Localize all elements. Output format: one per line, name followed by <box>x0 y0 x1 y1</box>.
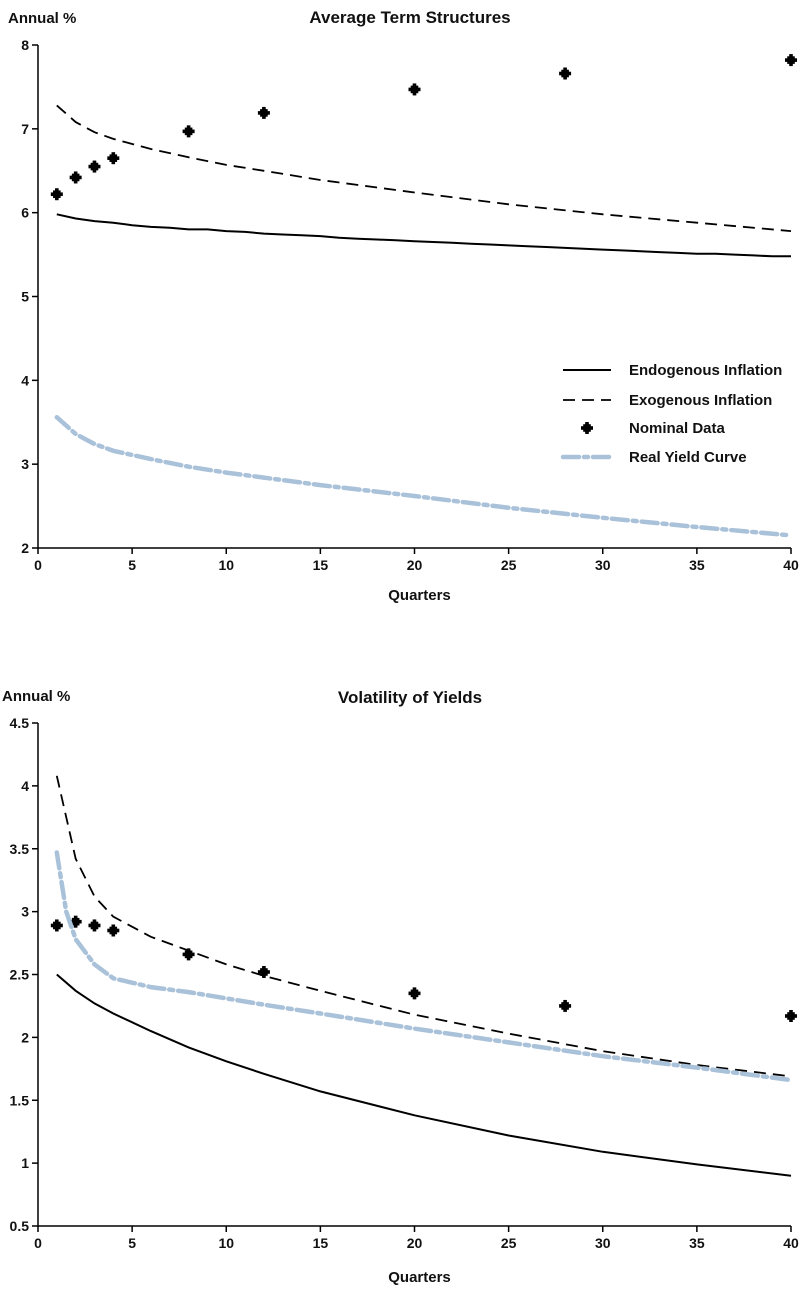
y-tick-label: 4 <box>21 372 29 388</box>
x-tick-label: 30 <box>595 1235 611 1251</box>
legend: Endogenous Inflation Exogenous Inflation N… <box>560 362 782 466</box>
data-point <box>785 54 797 67</box>
data-point-core <box>90 162 99 171</box>
legend-label: Exogenous Inflation <box>629 392 772 409</box>
y-tick-label: 2.5 <box>10 967 30 983</box>
data-point <box>408 987 421 1000</box>
y-tick-label: 1 <box>21 1155 29 1171</box>
data-point <box>182 125 195 138</box>
data-point-core <box>71 917 80 926</box>
x-axis-label: Quarters <box>388 587 451 604</box>
legend-marker <box>581 422 593 434</box>
data-point-core <box>561 69 569 78</box>
x-axis-label: Quarters <box>388 1269 451 1286</box>
legend-marker-core <box>583 424 591 432</box>
y-tick-label: 1.5 <box>10 1092 30 1108</box>
data-point-core <box>260 109 268 117</box>
x-tick-label: 15 <box>313 1235 329 1251</box>
data-point <box>107 152 120 165</box>
x-tick-label: 15 <box>313 557 329 573</box>
x-tick-label: 25 <box>501 1235 517 1251</box>
data-point-core <box>410 85 419 94</box>
data-point <box>50 919 63 932</box>
data-point <box>559 67 572 80</box>
series-nominal-data <box>50 915 797 1022</box>
y-tick-label: 3 <box>21 456 29 472</box>
data-point-core <box>561 1002 569 1010</box>
legend-item: Exogenous Inflation <box>563 392 772 409</box>
data-point <box>408 83 421 96</box>
series-real-yield-curve-line <box>54 850 794 1083</box>
legend-item: Real Yield Curve <box>560 449 747 466</box>
data-point-core <box>90 921 99 930</box>
data-point <box>88 160 101 173</box>
data-point <box>69 915 82 928</box>
y-axis-label: Annual % <box>8 10 76 27</box>
legend-label: Endogenous Inflation <box>629 362 782 379</box>
y-tick-label: 0.5 <box>10 1218 30 1234</box>
y-tick-label: 7 <box>21 121 29 137</box>
x-tick-label: 30 <box>595 557 611 573</box>
y-tick-label: 4 <box>21 778 29 794</box>
data-point-core <box>71 173 80 182</box>
chart-title: Average Term Structures <box>309 8 510 27</box>
legend-item: Endogenous Inflation <box>563 362 782 379</box>
data-point <box>257 106 270 119</box>
series-endogenous-inflation-line <box>56 973 792 1177</box>
legend-label: Nominal Data <box>629 420 726 437</box>
data-point-core <box>184 950 193 959</box>
y-tick-label: 8 <box>21 37 29 53</box>
chart-1: Average Term Structures Annual % Quarters 2… <box>8 8 799 604</box>
legend-label: Real Yield Curve <box>629 449 747 466</box>
chart-title: Volatility of Yields <box>338 688 482 707</box>
y-tick-label: 2 <box>21 540 29 556</box>
legend-item: Nominal Data <box>581 420 726 437</box>
y-tick-label: 5 <box>21 289 29 305</box>
x-tick-label: 35 <box>689 1235 705 1251</box>
y-axis-label: Annual % <box>2 688 70 705</box>
x-tick-label: 25 <box>501 557 517 573</box>
x-tick-label: 0 <box>34 1235 42 1251</box>
y-tick-label: 2 <box>21 1029 29 1045</box>
series-exogenous-inflation-line <box>56 104 792 232</box>
data-point <box>50 188 63 201</box>
x-tick-label: 0 <box>34 557 42 573</box>
data-point-core <box>53 190 61 199</box>
data-point <box>107 924 120 937</box>
data-point-core <box>109 926 118 935</box>
series-real-yield-curve-line <box>54 414 794 538</box>
data-point <box>785 1009 797 1022</box>
data-point-core <box>53 921 61 930</box>
data-point <box>257 965 270 978</box>
x-tick-label: 10 <box>218 1235 234 1251</box>
data-point-core <box>260 968 268 976</box>
x-tick-label: 5 <box>128 557 136 573</box>
data-point <box>182 948 195 961</box>
y-tick-label: 6 <box>21 205 29 221</box>
series-endogenous-inflation-line <box>56 213 791 258</box>
series-nominal-data <box>50 54 797 201</box>
data-point <box>559 999 572 1012</box>
data-point-core <box>787 56 795 64</box>
x-tick-label: 10 <box>218 557 234 573</box>
x-tick-label: 20 <box>407 557 423 573</box>
series-exogenous-inflation-line <box>55 775 792 1078</box>
x-tick-label: 35 <box>689 557 705 573</box>
data-point <box>69 171 82 184</box>
data-point-core <box>410 989 419 998</box>
x-tick-label: 40 <box>783 1235 799 1251</box>
data-point-core <box>184 127 193 136</box>
data-point <box>88 919 101 932</box>
x-tick-label: 5 <box>128 1235 136 1251</box>
data-point-core <box>109 154 118 162</box>
y-tick-label: 4.5 <box>10 715 30 731</box>
chart-2: Volatility of Yields Annual % Quarters 0.5 1… <box>2 688 799 1286</box>
y-tick-label: 3 <box>21 904 29 920</box>
y-tick-label: 3.5 <box>10 841 30 857</box>
x-tick-label: 40 <box>783 557 799 573</box>
data-point-core <box>787 1012 795 1020</box>
x-tick-label: 20 <box>407 1235 423 1251</box>
